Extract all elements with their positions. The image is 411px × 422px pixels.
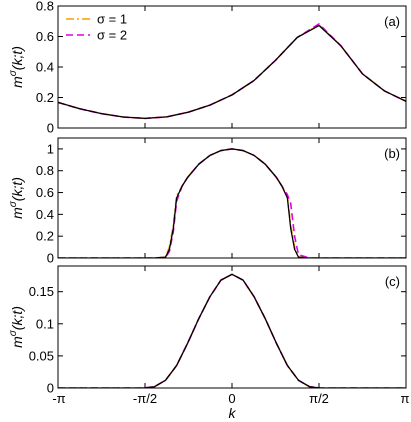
panel-label: (a) xyxy=(384,14,400,29)
y-tick-label: 0.6 xyxy=(36,185,54,200)
x-axis-label: k xyxy=(229,405,237,421)
legend-entry: σ = 1 xyxy=(97,12,127,27)
series-line-reference xyxy=(58,148,406,258)
x-tick-label: π xyxy=(401,391,410,406)
y-axis-label-main: m xyxy=(9,336,25,348)
series-line-sigma-1 xyxy=(58,273,406,388)
plot-frame xyxy=(57,137,407,259)
series-group xyxy=(58,148,406,258)
y-tick-label: 0.6 xyxy=(36,29,54,44)
y-axis-label-args: (k;t) xyxy=(9,306,25,330)
series-line-reference xyxy=(58,24,406,120)
y-axis-label-main: m xyxy=(9,207,25,219)
y-tick-label: 0.8 xyxy=(36,0,54,14)
y-axis-label-args: (k;t) xyxy=(9,177,25,201)
y-tick-label: 0.2 xyxy=(36,229,54,244)
panel-a: 0 0.2 0.4 0.6 0.8 (a) mσ(k;t) σ = 1σ = 2 xyxy=(8,0,407,136)
y-tick-label: 1 xyxy=(47,141,54,156)
y-axis-label-sup: σ xyxy=(8,200,19,207)
y-axis-label: mσ(k;t) xyxy=(8,177,25,219)
y-tick-label: 0.2 xyxy=(36,90,54,105)
x-tick-label: π/2 xyxy=(309,391,329,406)
series-line-sigma-2 xyxy=(58,273,406,388)
y-axis-label: mσ(k;t) xyxy=(8,46,25,88)
y-tick-label: 0.15 xyxy=(29,284,54,299)
panel-b: 0 0.2 0.4 0.6 0.8 1 (b) mσ(k;t) xyxy=(8,137,407,266)
series-group xyxy=(58,273,406,388)
series-line-reference xyxy=(58,273,406,388)
y-tick-label: 0.1 xyxy=(36,316,54,331)
y-tick-label: 0 xyxy=(47,381,54,396)
y-tick-label: 0.4 xyxy=(36,60,54,75)
y-axis-label-sup: σ xyxy=(8,69,19,76)
series-line-sigma-2 xyxy=(58,148,406,258)
x-tick-label: -π/2 xyxy=(133,391,157,406)
y-tick-label: 0 xyxy=(47,251,54,266)
legend: σ = 1σ = 2 xyxy=(66,12,127,43)
series-group xyxy=(58,23,406,120)
panel-label: (b) xyxy=(384,146,400,161)
y-tick-label: 0 xyxy=(47,121,54,136)
y-axis-label-sup: σ xyxy=(8,329,19,336)
plot-frame xyxy=(57,265,407,389)
panel-label: (c) xyxy=(385,274,400,289)
panel-c: 0 0.05 0.1 0.15 -π -π/2 0 π/2 π k (c) mσ(k;t) xyxy=(8,265,410,421)
series-line-sigma-1 xyxy=(58,148,406,258)
legend-entry: σ = 2 xyxy=(97,28,127,43)
y-tick-label: 0.4 xyxy=(36,207,54,222)
y-tick-label: 0.05 xyxy=(29,348,54,363)
y-tick-label: 0.8 xyxy=(36,163,54,178)
y-axis-label-args: (k;t) xyxy=(9,46,25,70)
y-axis-label: mσ(k;t) xyxy=(8,306,25,348)
x-tick-label: -π xyxy=(52,391,65,406)
y-axis-label-main: m xyxy=(9,76,25,88)
x-tick-label: 0 xyxy=(228,391,235,406)
